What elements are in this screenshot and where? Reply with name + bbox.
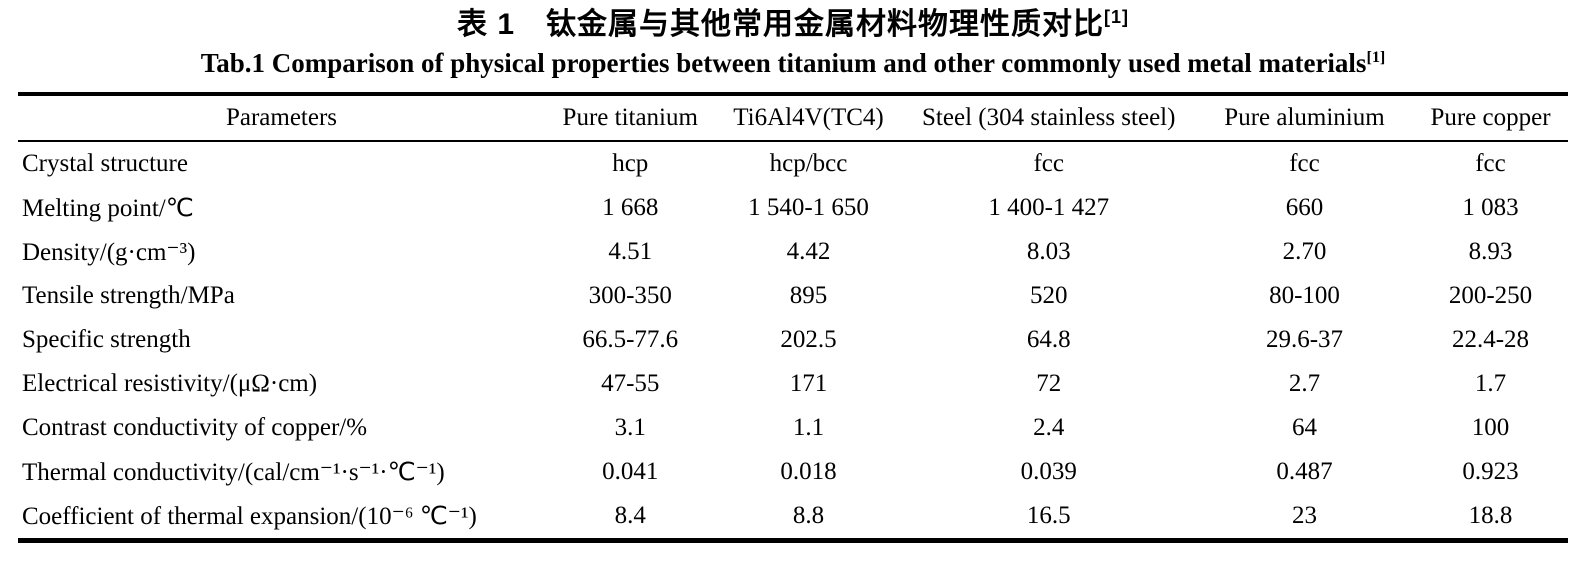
table-cell: 18.8	[1468, 502, 1513, 529]
table-cell: 1.1	[792, 414, 825, 441]
row-label: Tensile strength/MPa	[22, 282, 235, 309]
table-cell: fcc	[1475, 150, 1506, 177]
table-cell: 100	[1471, 414, 1510, 441]
table-cell: 80-100	[1269, 282, 1340, 309]
table-cell: 2.7	[1288, 370, 1321, 397]
table-cell: 8.03	[1026, 238, 1071, 265]
citation-superscript-en: [1]	[1366, 48, 1386, 66]
column-header-ti6al4v: Ti6Al4V(TC4)	[733, 104, 884, 131]
table-cell: 4.42	[786, 238, 831, 265]
column-header-pure-aluminium: Pure aluminium	[1224, 104, 1385, 131]
citation-superscript-zh: [1]	[1104, 7, 1130, 27]
column-header-pure-copper: Pure copper	[1430, 104, 1551, 131]
table-cell: 8.8	[792, 502, 825, 529]
table-cell: 47-55	[601, 370, 660, 397]
row-label: Crystal structure	[22, 150, 188, 177]
table-row: Coefficient of thermal expansion/(10⁻⁶ ℃…	[18, 494, 1568, 541]
table-cell: 29.6-37	[1265, 326, 1344, 353]
table-header: Parameters Pure titanium Ti6Al4V(TC4) St…	[18, 94, 1568, 141]
table-row: Crystal structure hcp hcp/bcc fcc fcc fcc	[18, 141, 1568, 186]
table-caption-en-text: Tab.1 Comparison of physical properties …	[200, 48, 1367, 78]
table-cell: 0.039	[1020, 458, 1077, 485]
table-row: Density/(g·cm⁻³) 4.51 4.42 8.03 2.70 8.93	[18, 230, 1568, 274]
row-label: Electrical resistivity/(μΩ·cm)	[22, 370, 318, 397]
table-cell: 300-350	[588, 282, 672, 309]
table-cell: 2.4	[1033, 414, 1065, 441]
table-cell: 66.5-77.6	[582, 326, 679, 353]
table-row: Thermal conductivity/(cal/cm⁻¹·s⁻¹·℃⁻¹) 0…	[18, 450, 1568, 494]
table-cell: 16.5	[1026, 502, 1071, 529]
table-row: Specific strength 66.5-77.6 202.5 64.8 29.6-…	[18, 318, 1568, 362]
table-cell: 0.018	[780, 458, 837, 485]
column-header-parameters: Parameters	[225, 104, 338, 131]
table-cell: 0.923	[1462, 458, 1519, 485]
row-label: Thermal conductivity/(cal/cm⁻¹·s⁻¹·℃⁻¹)	[22, 459, 445, 486]
table-cell: 1 668	[602, 194, 659, 221]
table-cell: 72	[1036, 370, 1062, 397]
table-cell: 3.1	[614, 414, 646, 441]
table-cell: 8.4	[614, 502, 646, 529]
table-cell: 202.5	[780, 326, 837, 353]
row-label: Specific strength	[22, 326, 191, 353]
table-row: Electrical resistivity/(μΩ·cm) 47-55 171 72…	[18, 362, 1568, 406]
row-label: Coefficient of thermal expansion/(10⁻⁶ ℃…	[22, 503, 477, 530]
table-cell: 0.041	[602, 458, 659, 485]
table-caption-en: Tab.1 Comparison of physical properties …	[0, 44, 1586, 82]
table-cell: 64	[1292, 414, 1317, 441]
table-cell: 0.487	[1276, 458, 1333, 485]
table-body: Crystal structure hcp hcp/bcc fcc fcc fcc Melt…	[18, 141, 1568, 541]
table-row: Melting point/℃ 1 668 1 540-1 650 1 400-1 4…	[18, 186, 1568, 230]
table-cell: 22.4-28	[1451, 326, 1530, 353]
row-label: Density/(g·cm⁻³)	[22, 239, 196, 266]
column-header-steel: Steel (304 stainless steel)	[922, 104, 1176, 131]
table-cell: 8.93	[1468, 238, 1513, 265]
table-cell: 200-250	[1448, 282, 1533, 309]
column-header-pure-titanium: Pure titanium	[562, 104, 698, 131]
table-cell: 520	[1030, 282, 1068, 309]
table-cell: fcc	[1033, 150, 1065, 177]
table-cell: 1.7	[1474, 370, 1507, 397]
table-caption-zh: 表 1 钛金属与其他常用金属材料物理性质对比[1]	[0, 0, 1586, 44]
properties-table: Parameters Pure titanium Ti6Al4V(TC4) St…	[18, 92, 1568, 543]
table-cell: 2.70	[1282, 238, 1327, 265]
table-row: Contrast conductivity of copper/% 3.1 1.1 2…	[18, 406, 1568, 450]
table-cell: 895	[789, 282, 828, 309]
header-row: Parameters Pure titanium Ti6Al4V(TC4) St…	[18, 94, 1568, 141]
table-cell: 660	[1285, 194, 1324, 221]
row-label: Contrast conductivity of copper/%	[22, 414, 368, 441]
table-cell: 64.8	[1026, 326, 1071, 353]
table-cell: hcp	[612, 150, 649, 177]
table-cell: 23	[1292, 502, 1317, 529]
row-label: Melting point/℃	[22, 195, 194, 222]
table-cell: hcp/bcc	[769, 150, 848, 177]
table-cell: 1 400-1 427	[988, 194, 1110, 221]
table-cell: 4.51	[608, 238, 653, 265]
table-cell: 1 083	[1462, 194, 1519, 221]
table-cell: fcc	[1289, 150, 1320, 177]
table-cell: 1 540-1 650	[748, 194, 869, 221]
table-cell: 171	[789, 370, 828, 397]
table-caption-zh-text: 表 1 钛金属与其他常用金属材料物理性质对比	[456, 8, 1105, 41]
table-row: Tensile strength/MPa 300-350 895 520 80-100 2…	[18, 274, 1568, 318]
